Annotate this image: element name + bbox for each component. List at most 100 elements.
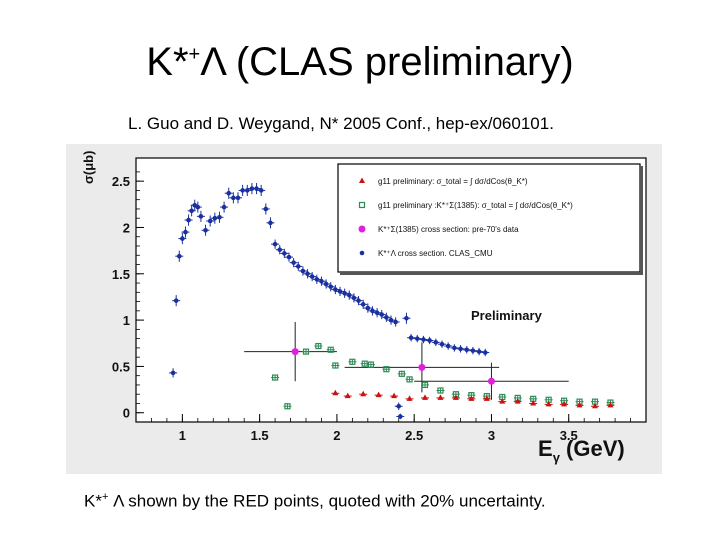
data-point (427, 338, 432, 343)
data-point (439, 341, 445, 347)
data-point (327, 346, 334, 353)
data-point (319, 278, 324, 284)
chart-container: 1 1.5 2 2.5 3 3.5 0 0.5 1 1.5 2 2.5 g11 preliminary… (66, 144, 662, 474)
data-point (406, 376, 413, 383)
data-point (254, 186, 259, 191)
data-point (277, 247, 283, 253)
title-superscript: + (188, 43, 201, 66)
legend-shadow (640, 166, 643, 274)
data-point (221, 204, 227, 210)
data-point (576, 401, 583, 408)
data-point (207, 218, 213, 224)
data-point (388, 317, 394, 323)
data-point (365, 305, 371, 311)
data-point (183, 229, 188, 235)
data-point (379, 312, 385, 317)
x-tick-label: 3 (488, 428, 495, 443)
x-axis-label-sub: γ (553, 450, 561, 465)
data-point (393, 319, 398, 325)
data-point (356, 298, 361, 303)
data-point (470, 348, 476, 353)
y-tick-label: 0.5 (112, 359, 130, 374)
data-point (397, 414, 403, 419)
data-point (195, 204, 201, 210)
data-point (203, 227, 208, 233)
data-point (240, 188, 245, 193)
data-point (170, 370, 176, 376)
data-point (351, 295, 357, 301)
data-point (437, 387, 444, 394)
data-point (421, 381, 429, 389)
data-point (263, 206, 269, 212)
data-point (406, 395, 413, 401)
data-point (452, 394, 459, 400)
data-point (244, 188, 250, 193)
data-point (271, 374, 279, 381)
legend-label: K*⁺Σ(1385) cross section: pre-70's data (378, 225, 519, 234)
data-point (226, 190, 232, 196)
data-point (323, 281, 329, 287)
data-point (176, 253, 182, 259)
data-point (309, 274, 315, 279)
data-point (458, 346, 463, 352)
x-tick-label: 3.5 (560, 428, 578, 443)
legend-box (337, 163, 641, 273)
data-point (346, 292, 352, 298)
data-point (468, 395, 475, 401)
data-point (487, 377, 495, 385)
legend-marker (358, 201, 366, 209)
data-point (189, 208, 194, 214)
x-tick-label: 1 (179, 428, 186, 443)
data-point (291, 348, 299, 356)
legend-label: g11 preliminary :K*⁺Σ(1385): σ_total = ∫… (378, 201, 573, 210)
data-point (384, 315, 389, 320)
legend-marker (359, 250, 365, 256)
data-point (530, 399, 537, 406)
data-point (315, 342, 322, 350)
data-point (404, 315, 409, 321)
data-point (418, 363, 426, 371)
data-point (396, 403, 402, 409)
preliminary-annotation: Preliminary (471, 308, 543, 323)
data-point (284, 403, 291, 410)
data-point (433, 340, 439, 345)
y-axis-label: σ(μb) (81, 151, 96, 184)
data-point (328, 284, 334, 290)
data-point (545, 400, 552, 407)
caption-rest: Λ shown by the RED points, quoted with 2… (108, 491, 546, 511)
x-tick-label: 2 (333, 428, 340, 443)
x-axis-label-unit: (GeV) (560, 436, 625, 461)
data-point (198, 214, 204, 219)
data-point (361, 360, 368, 367)
data-point (291, 260, 296, 265)
data-point (272, 241, 278, 247)
data-point (483, 395, 490, 401)
data-point (452, 345, 457, 351)
data-point (445, 343, 451, 349)
data-point (476, 349, 482, 354)
data-point (592, 402, 598, 409)
data-point (344, 392, 351, 399)
x-axis-label-main: E (538, 436, 553, 461)
data-point (349, 358, 356, 365)
data-point (186, 217, 191, 223)
data-point (375, 391, 382, 398)
data-point (300, 268, 306, 274)
data-point (258, 188, 264, 193)
data-point (367, 361, 375, 368)
data-point (398, 370, 405, 377)
data-point (212, 215, 218, 221)
data-point (302, 348, 310, 355)
legend-marker (359, 177, 365, 183)
data-point (437, 394, 444, 400)
data-point (360, 390, 367, 397)
data-point (249, 186, 255, 191)
legend-shadow-bottom (340, 272, 643, 275)
data-point (514, 398, 521, 404)
data-point (464, 347, 470, 353)
data-point (374, 310, 380, 315)
data-point (414, 336, 420, 341)
y-tick-label: 2.5 (112, 174, 130, 189)
y-tick-label: 1.5 (112, 267, 130, 282)
data-point (217, 214, 222, 220)
